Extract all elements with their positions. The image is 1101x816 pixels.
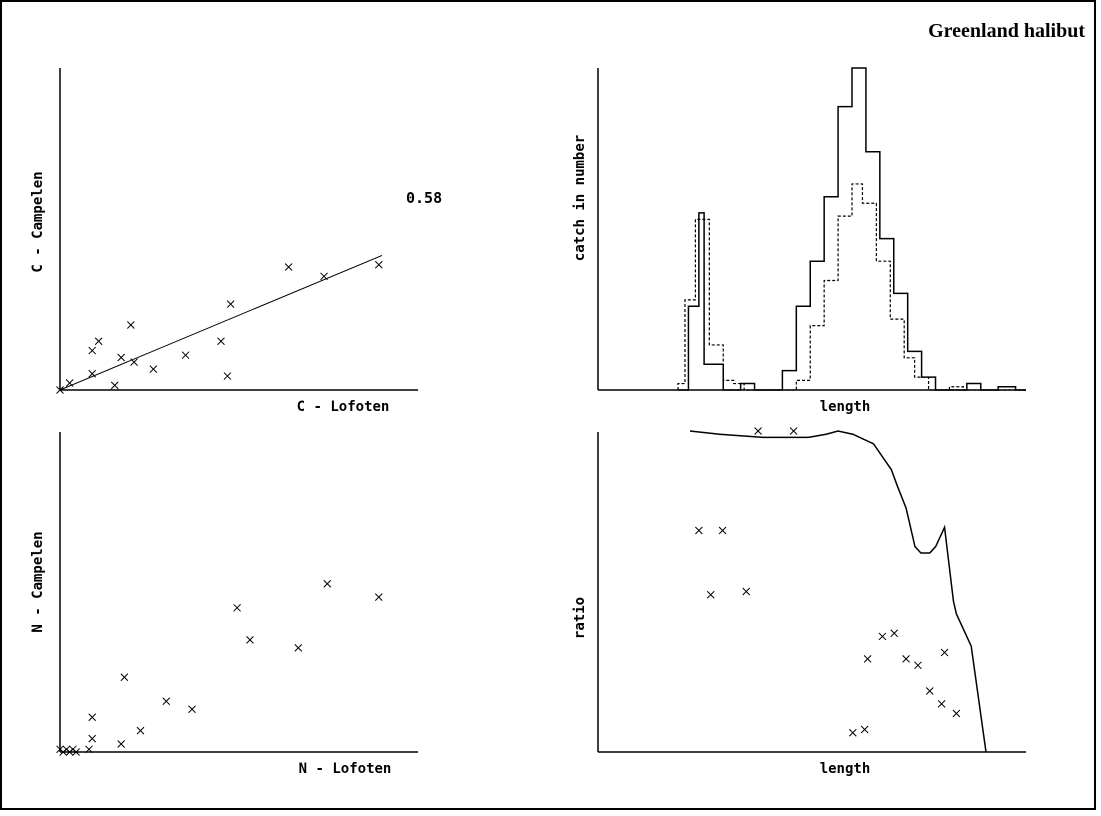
ratio-point xyxy=(925,687,934,695)
c-scatter-point xyxy=(117,353,126,362)
ratio-point xyxy=(789,427,798,435)
c-scatter-point xyxy=(94,337,103,346)
ratio-point xyxy=(937,699,946,708)
c-scatter-point xyxy=(88,346,97,355)
c-scatter-fit-line xyxy=(59,254,383,391)
ratio-point xyxy=(940,648,949,657)
n-scatter-point xyxy=(162,697,171,706)
n-scatter-point xyxy=(117,740,126,748)
n-scatter-panel: N - Lofoten N - Campelen xyxy=(30,432,418,777)
ratio-point xyxy=(718,526,727,535)
c-scatter-points xyxy=(56,260,383,394)
c-scatter-point xyxy=(126,321,135,329)
n-scatter-point xyxy=(136,726,145,735)
ratio-point xyxy=(848,728,857,737)
ratio-point xyxy=(914,661,922,670)
catch-hist-dashed-series xyxy=(677,183,1026,391)
catch-hist-solid-series xyxy=(678,67,1026,391)
c-scatter-fit-annotation: 0.58 xyxy=(406,189,442,207)
ratio-point xyxy=(860,725,869,734)
c-scatter-point xyxy=(65,379,74,387)
c-scatter-point xyxy=(320,272,328,281)
n-scatter-xlabel: N - Lofoten xyxy=(299,761,392,777)
n-scatter-point xyxy=(188,705,196,714)
ratio-point xyxy=(754,427,762,435)
c-scatter-point xyxy=(149,365,158,373)
ratio-ylabel: ratio xyxy=(572,597,588,639)
n-scatter-point xyxy=(246,636,254,644)
n-scatter-point xyxy=(294,644,303,652)
ratio-point xyxy=(952,709,961,718)
catch-hist-ylabel: catch in number xyxy=(572,135,588,261)
ratio-point xyxy=(695,526,703,535)
n-scatter-point xyxy=(374,593,383,601)
n-scatter-point xyxy=(72,748,80,756)
ratio-point xyxy=(742,587,751,596)
page-title: Greenland halibut xyxy=(928,20,1085,42)
n-scatter-point xyxy=(120,673,129,682)
catch-hist-xlabel: length xyxy=(820,399,871,415)
ratio-curve xyxy=(689,430,987,753)
n-scatter-ylabel: N - Campelen xyxy=(30,531,46,632)
ratio-panel: length ratio xyxy=(572,427,1026,777)
c-scatter-point xyxy=(181,351,190,360)
c-scatter-point xyxy=(374,260,383,269)
c-scatter-point xyxy=(130,358,138,367)
c-scatter-point xyxy=(217,337,225,346)
n-scatter-point xyxy=(323,579,332,588)
ratio-point xyxy=(890,629,899,638)
catch-hist-panel: length catch in number xyxy=(572,67,1026,415)
c-scatter-point xyxy=(284,263,293,271)
ratio-point xyxy=(902,655,910,663)
c-scatter-panel: C - Lofoten C - Campelen 0.58 xyxy=(30,68,442,415)
ratio-point xyxy=(878,632,887,641)
c-scatter-point xyxy=(88,369,97,378)
n-scatter-points xyxy=(56,579,383,756)
n-scatter-point xyxy=(88,734,97,743)
c-scatter-xlabel: C - Lofoten xyxy=(297,399,390,415)
ratio-xlabel: length xyxy=(820,761,871,777)
c-scatter-point xyxy=(226,300,235,309)
c-scatter-point xyxy=(223,372,232,380)
n-scatter-point xyxy=(88,713,97,722)
ratio-point xyxy=(863,655,872,663)
c-scatter-point xyxy=(56,386,64,394)
ratio-point xyxy=(706,590,715,599)
c-scatter-point xyxy=(110,381,119,390)
c-scatter-ylabel: C - Campelen xyxy=(30,171,46,272)
n-scatter-point xyxy=(233,603,241,612)
ratio-points xyxy=(695,427,961,737)
n-scatter-point xyxy=(85,745,93,754)
